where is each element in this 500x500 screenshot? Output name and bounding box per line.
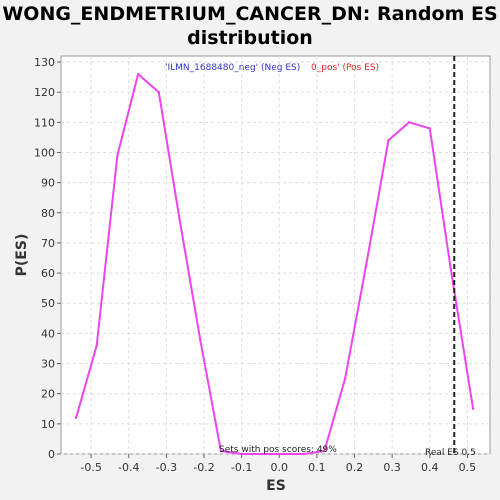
y-tick-label: 20 [41,388,55,401]
x-tick-label: 0.2 [346,461,364,474]
real-es-label: Real ES 0.5 [425,448,476,458]
x-tick-label: -0.2 [193,461,214,474]
y-tick-label: 30 [41,358,55,371]
data-point [387,139,389,141]
data-point [199,338,201,340]
x-tick-label: 0.4 [421,461,439,474]
data-point [408,121,410,123]
y-tick-label: 120 [34,86,55,99]
data-point [178,218,180,220]
data-point [116,154,118,156]
y-tick-label: 70 [41,237,55,250]
x-tick-label: -0.4 [118,461,139,474]
x-axis-label: ES [266,478,286,494]
legend-neg-label: 'ILMN_1688480_neg' (Neg ES) [165,63,300,73]
x-tick-label: 0.5 [459,461,477,474]
x-tick-label: 0.1 [308,461,326,474]
data-point [137,73,139,75]
data-point [429,127,431,129]
data-point [158,91,160,93]
y-axis-label: P(ES) [14,234,30,277]
y-tick-label: 100 [34,146,55,159]
data-point [472,408,474,410]
y-tick-label: 40 [41,327,55,340]
y-tick-label: 10 [41,418,55,431]
data-point [344,377,346,379]
y-tick-label: 110 [34,116,55,129]
data-point [96,344,98,346]
x-tick-label: -0.1 [231,461,252,474]
data-point [365,266,367,268]
y-tick-label: 60 [41,267,55,280]
data-point [75,417,77,419]
x-tick-label: 0.0 [271,461,289,474]
x-tick-label: 0.3 [383,461,401,474]
x-tick-label: -0.3 [156,461,177,474]
y-tick-label: 50 [41,297,55,310]
pos-scores-annotation: Sets with pos scores: 49% [219,445,337,455]
y-tick-label: 130 [34,56,55,69]
y-tick-label: 80 [41,207,55,220]
legend-pos-label: 0_pos' (Pos ES) [311,63,379,73]
y-tick-label: 0 [48,448,55,461]
plot-area [61,56,490,454]
y-tick-label: 90 [41,177,55,190]
x-tick-label: -0.5 [80,461,101,474]
data-point [449,266,451,268]
